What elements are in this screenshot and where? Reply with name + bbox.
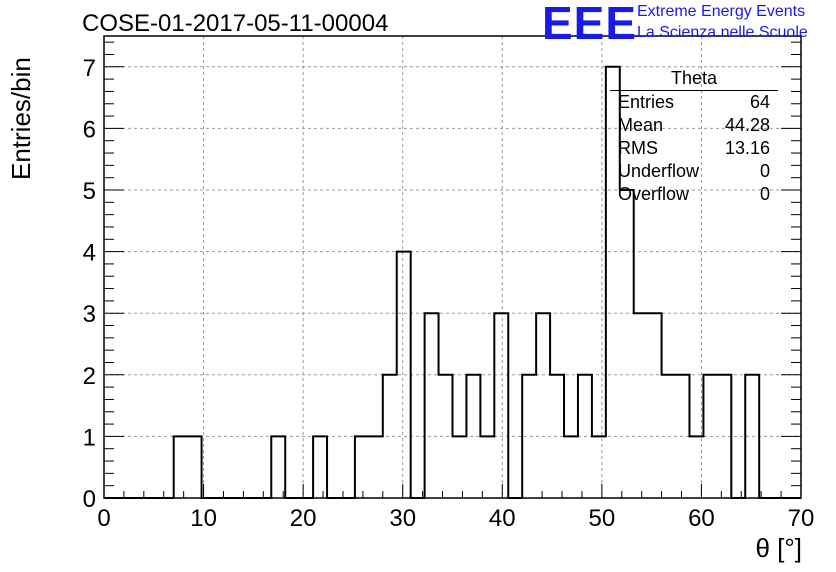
stats-key: Mean bbox=[618, 115, 664, 135]
y-axis-label: Entries/bin bbox=[6, 57, 36, 180]
x-tick-label: 0 bbox=[97, 505, 110, 532]
chart-title: COSE-01-2017-05-11-00004 bbox=[82, 10, 389, 37]
y-tick-label: 7 bbox=[83, 55, 96, 82]
tick-labels: 0 10 20 30 40 50 60 70 0 1 2 3 4 5 6 7 bbox=[83, 55, 815, 532]
x-tick-label: 70 bbox=[788, 505, 815, 532]
stats-value: 13.16 bbox=[724, 138, 770, 158]
stats-row-mean: Mean 44.28 bbox=[618, 115, 770, 137]
y-tick-label: 3 bbox=[83, 301, 96, 328]
y-tick-label: 5 bbox=[83, 178, 96, 205]
eee-logo: EEE bbox=[542, 0, 638, 49]
stats-value: 64 bbox=[749, 92, 770, 112]
x-axis-label: θ [°] bbox=[755, 533, 802, 563]
x-tick-label: 20 bbox=[290, 505, 317, 532]
stats-value: 0 bbox=[759, 184, 770, 204]
y-tick-label: 6 bbox=[83, 116, 96, 143]
y-tick-label: 4 bbox=[83, 240, 96, 267]
x-tick-label: 50 bbox=[589, 505, 616, 532]
stats-box: Theta Entries 64 Mean 44.28 RMS 13.16 Un… bbox=[610, 68, 778, 212]
plot-frame bbox=[103, 35, 802, 499]
x-tick-label: 60 bbox=[688, 505, 715, 532]
y-tick-label: 2 bbox=[83, 363, 96, 390]
stats-row-entries: Entries 64 bbox=[618, 92, 770, 114]
stats-key: RMS bbox=[618, 138, 658, 158]
logo-caption-line1: Extreme Energy Events bbox=[637, 3, 806, 20]
stats-key: Overflow bbox=[618, 184, 690, 204]
stats-key: Underflow bbox=[618, 161, 700, 181]
stats-value: 0 bbox=[759, 161, 770, 181]
logo-caption-line2: La Scienza nelle Scuole bbox=[637, 24, 808, 41]
stats-row-underflow: Underflow 0 bbox=[618, 161, 770, 183]
stats-value: 44.28 bbox=[724, 115, 770, 135]
stats-title: Theta bbox=[670, 68, 718, 88]
stats-row-overflow: Overflow 0 bbox=[618, 184, 770, 206]
y-tick-label: 1 bbox=[83, 424, 96, 451]
stats-divider bbox=[610, 90, 778, 91]
stats-row-rms: RMS 13.16 bbox=[618, 138, 770, 160]
x-tick-label: 30 bbox=[389, 505, 416, 532]
axis-ticks bbox=[103, 41, 802, 499]
x-tick-label: 10 bbox=[190, 505, 217, 532]
stats-key: Entries bbox=[618, 92, 675, 112]
y-tick-label: 0 bbox=[83, 486, 96, 513]
x-tick-label: 40 bbox=[489, 505, 516, 532]
